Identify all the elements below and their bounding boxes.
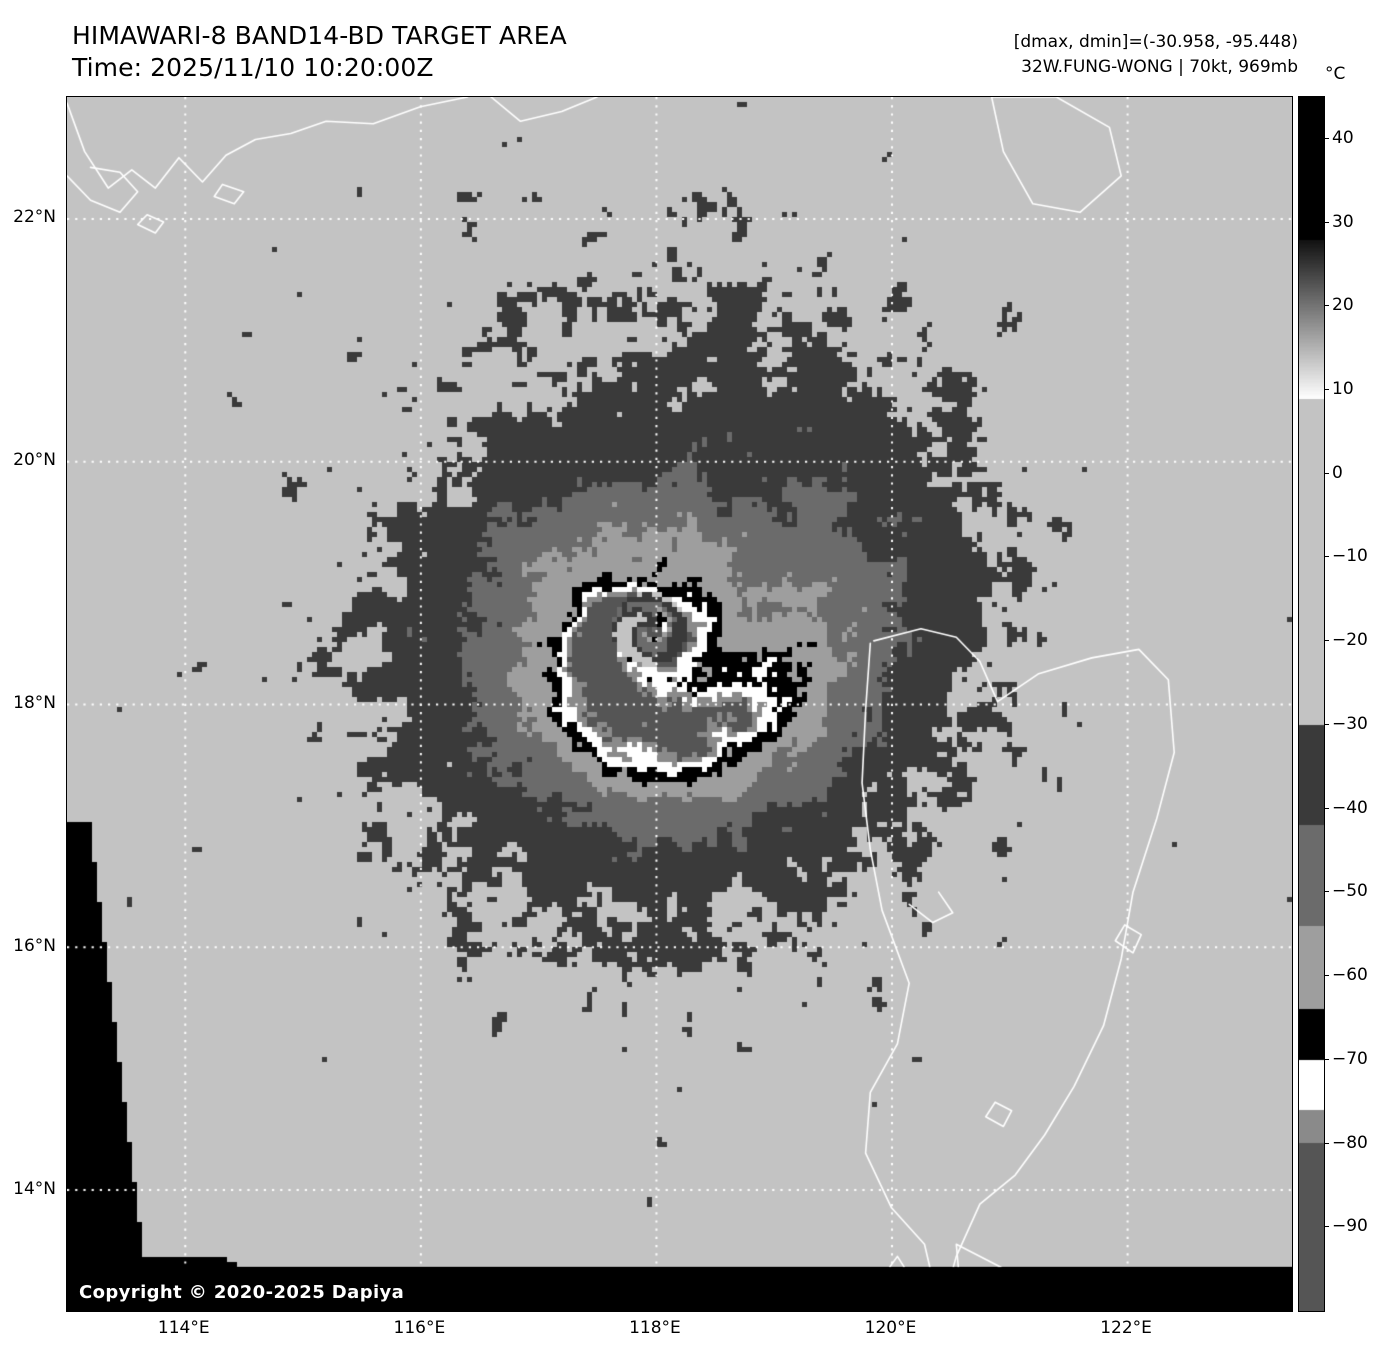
colorbar-tick--80: −80 bbox=[1332, 1132, 1368, 1153]
colorbar-tick--40: −40 bbox=[1332, 797, 1368, 818]
colorbar-unit-label: °C bbox=[1325, 64, 1346, 84]
storm-info-label: 32W.FUNG-WONG | 70kt, 969mb bbox=[1021, 57, 1298, 77]
colorbar-tick--10: −10 bbox=[1332, 546, 1368, 567]
lat-tick-16: 16°N bbox=[13, 935, 56, 956]
title-block: HIMAWARI-8 BAND14-BD TARGET AREA Time: 2… bbox=[72, 20, 567, 84]
page-title: HIMAWARI-8 BAND14-BD TARGET AREA bbox=[72, 21, 567, 50]
lon-tick-114: 114°E bbox=[157, 1318, 210, 1338]
colorbar-tickmark--70 bbox=[1324, 1058, 1329, 1060]
satellite-map-plot[interactable]: Copyright © 2020-2025 Dapiya bbox=[66, 96, 1293, 1312]
colorbar-gradient bbox=[1299, 97, 1324, 1311]
colorbar-tickmark--40 bbox=[1324, 807, 1329, 809]
colorbar-tick--50: −50 bbox=[1332, 881, 1368, 902]
data-range-label: [dmax, dmin]=(-30.958, -95.448) bbox=[1013, 32, 1298, 52]
metadata-block: [dmax, dmin]=(-30.958, -95.448) 32W.FUNG… bbox=[1014, 30, 1298, 80]
lat-tick-20: 20°N bbox=[13, 450, 56, 471]
colorbar-tick-0: 0 bbox=[1332, 462, 1343, 483]
colorbar-tickmark--50 bbox=[1324, 891, 1329, 893]
colorbar-tickmark--30 bbox=[1324, 723, 1329, 725]
lat-tick-22: 22°N bbox=[13, 207, 56, 228]
colorbar-tickmark--20 bbox=[1324, 640, 1329, 642]
colorbar-tick-30: 30 bbox=[1332, 211, 1354, 232]
colorbar-tick-20: 20 bbox=[1332, 295, 1354, 316]
colorbar-tick--70: −70 bbox=[1332, 1048, 1368, 1069]
copyright-notice: Copyright © 2020-2025 Dapiya bbox=[79, 1282, 405, 1303]
gridlines-and-coastline-canvas bbox=[67, 97, 1292, 1311]
colorbar-tick--90: −90 bbox=[1332, 1216, 1368, 1237]
lon-tick-118: 118°E bbox=[629, 1318, 681, 1338]
colorbar-tick--20: −20 bbox=[1332, 630, 1368, 651]
colorbar-tickmark--90 bbox=[1324, 1226, 1329, 1228]
colorbar-tick-10: 10 bbox=[1332, 379, 1354, 400]
observation-time: Time: 2025/11/10 10:20:00Z bbox=[72, 53, 434, 82]
colorbar-tickmark-0 bbox=[1324, 472, 1329, 474]
colorbar-tick-40: 40 bbox=[1332, 127, 1354, 148]
colorbar-tickmark-40 bbox=[1324, 137, 1329, 139]
lon-tick-120: 120°E bbox=[864, 1318, 917, 1338]
colorbar-tickmark-10 bbox=[1324, 389, 1329, 391]
colorbar[interactable] bbox=[1298, 96, 1325, 1312]
colorbar-tick--30: −30 bbox=[1332, 713, 1368, 734]
colorbar-tick--60: −60 bbox=[1332, 965, 1368, 986]
colorbar-tickmark--80 bbox=[1324, 1142, 1329, 1144]
colorbar-tickmark--60 bbox=[1324, 975, 1329, 977]
colorbar-tickmark-20 bbox=[1324, 305, 1329, 307]
lon-tick-116: 116°E bbox=[393, 1318, 446, 1338]
lon-tick-122: 122°E bbox=[1100, 1318, 1152, 1338]
colorbar-tickmark-30 bbox=[1324, 221, 1329, 223]
lat-tick-18: 18°N bbox=[13, 693, 56, 713]
lat-tick-14: 14°N bbox=[13, 1178, 56, 1199]
colorbar-tickmark--10 bbox=[1324, 556, 1329, 558]
